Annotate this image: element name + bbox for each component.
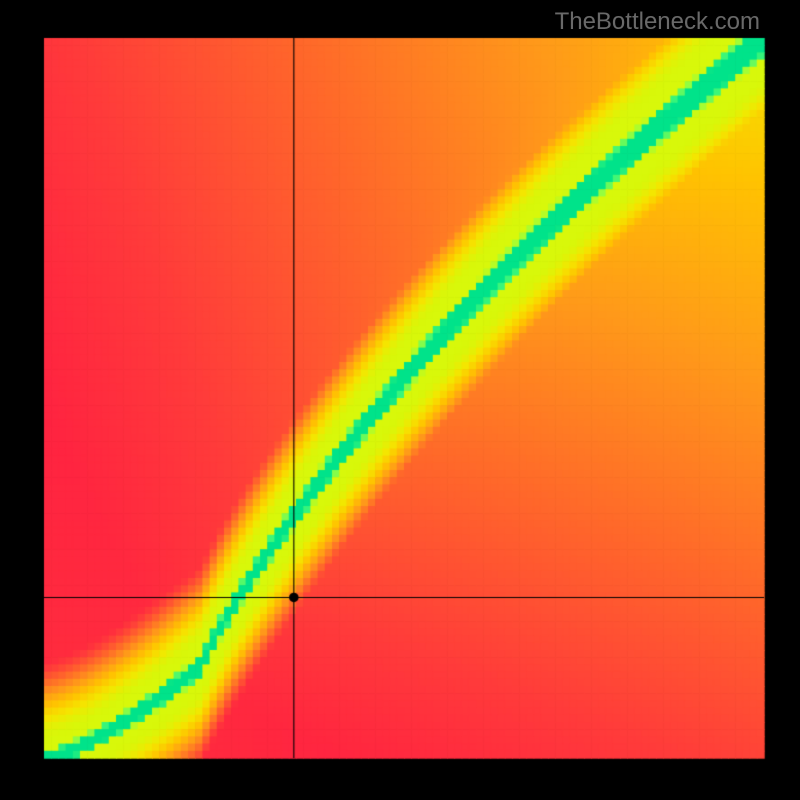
bottleneck-heatmap [0,0,800,800]
watermark-text: TheBottleneck.com [555,8,760,36]
